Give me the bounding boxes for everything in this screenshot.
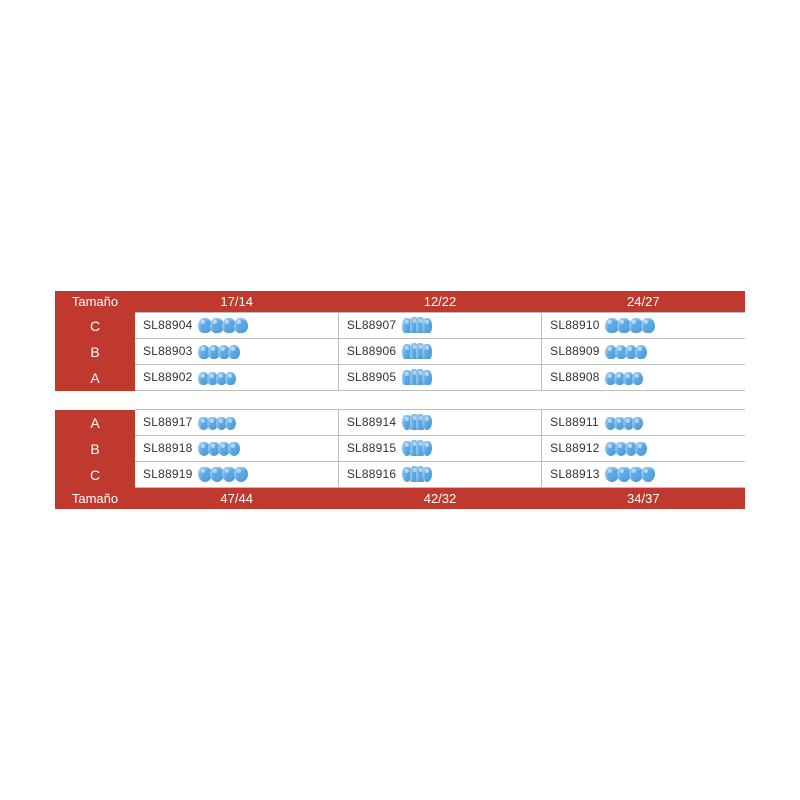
row-label: A — [55, 410, 135, 436]
product-cell: SL88912 — [542, 436, 745, 462]
product-cell: SL88910 — [542, 313, 745, 339]
product-cell: SL88915 — [338, 436, 541, 462]
product-cell: SL88914 — [338, 410, 541, 436]
teeth-icon — [606, 343, 646, 359]
teeth-icon — [199, 369, 235, 385]
product-code: SL88916 — [347, 467, 403, 481]
table-row: B SL88903 SL88906 SL88909 — [55, 339, 745, 365]
teeth-icon — [199, 414, 235, 430]
product-code: SL88911 — [550, 415, 606, 429]
lower-side-header: Tamaño — [55, 488, 135, 510]
product-code: SL88905 — [347, 370, 403, 384]
teeth-icon — [403, 466, 431, 482]
product-cell: SL88908 — [542, 365, 745, 391]
product-cell: SL88904 — [135, 313, 338, 339]
product-code: SL88912 — [550, 441, 606, 455]
product-code: SL88919 — [143, 467, 199, 481]
table-gap — [55, 391, 745, 409]
lower-col-header: 42/32 — [338, 488, 541, 510]
product-cell: SL88916 — [338, 462, 541, 488]
upper-col-header: 24/27 — [542, 291, 745, 313]
teeth-icon — [403, 414, 431, 430]
lower-table: A SL88917 SL88914 SL88911 B SL88918 SL88… — [55, 409, 745, 509]
upper-side-header: Tamaño — [55, 291, 135, 313]
table-row: A SL88902 SL88905 SL88908 — [55, 365, 745, 391]
teeth-icon — [199, 317, 247, 333]
teeth-icon — [199, 343, 239, 359]
product-code: SL88918 — [143, 441, 199, 455]
teeth-icon — [606, 369, 642, 385]
product-cell: SL88917 — [135, 410, 338, 436]
product-code: SL88917 — [143, 415, 199, 429]
row-label: A — [55, 365, 135, 391]
product-cell: SL88911 — [542, 410, 745, 436]
product-code: SL88909 — [550, 344, 606, 358]
teeth-icon — [403, 317, 431, 333]
lower-col-header: 47/44 — [135, 488, 338, 510]
product-cell: SL88903 — [135, 339, 338, 365]
row-label: C — [55, 313, 135, 339]
product-cell: SL88906 — [338, 339, 541, 365]
product-cell: SL88902 — [135, 365, 338, 391]
table-row: B SL88918 SL88915 SL88912 — [55, 436, 745, 462]
product-code: SL88907 — [347, 318, 403, 332]
teeth-icon — [606, 466, 654, 482]
row-label: B — [55, 436, 135, 462]
product-cell: SL88913 — [542, 462, 745, 488]
product-code: SL88902 — [143, 370, 199, 384]
product-cell: SL88907 — [338, 313, 541, 339]
table-row: C SL88904 SL88907 SL88910 — [55, 313, 745, 339]
table-row: A SL88917 SL88914 SL88911 — [55, 410, 745, 436]
product-code: SL88913 — [550, 467, 606, 481]
product-code: SL88914 — [347, 415, 403, 429]
product-code: SL88915 — [347, 441, 403, 455]
teeth-icon — [606, 440, 646, 456]
lower-col-header: 34/37 — [542, 488, 745, 510]
product-cell: SL88909 — [542, 339, 745, 365]
product-code: SL88903 — [143, 344, 199, 358]
teeth-icon — [199, 466, 247, 482]
upper-col-header: 17/14 — [135, 291, 338, 313]
upper-header-row: Tamaño 17/14 12/22 24/27 — [55, 291, 745, 313]
teeth-icon — [403, 343, 431, 359]
table-row: C SL88919 SL88916 SL88913 — [55, 462, 745, 488]
teeth-icon — [606, 414, 642, 430]
row-label: B — [55, 339, 135, 365]
upper-col-header: 12/22 — [338, 291, 541, 313]
upper-table: Tamaño 17/14 12/22 24/27 C SL88904 SL889… — [55, 291, 745, 391]
product-code: SL88908 — [550, 370, 606, 384]
teeth-icon — [403, 440, 431, 456]
tables-wrapper: Tamaño 17/14 12/22 24/27 C SL88904 SL889… — [55, 291, 745, 509]
product-code: SL88906 — [347, 344, 403, 358]
product-cell: SL88905 — [338, 365, 541, 391]
product-cell: SL88919 — [135, 462, 338, 488]
teeth-icon — [606, 317, 654, 333]
product-code: SL88910 — [550, 318, 606, 332]
row-label: C — [55, 462, 135, 488]
product-code: SL88904 — [143, 318, 199, 332]
product-cell: SL88918 — [135, 436, 338, 462]
teeth-icon — [403, 369, 431, 385]
teeth-icon — [199, 440, 239, 456]
lower-header-row: Tamaño 47/44 42/32 34/37 — [55, 488, 745, 510]
